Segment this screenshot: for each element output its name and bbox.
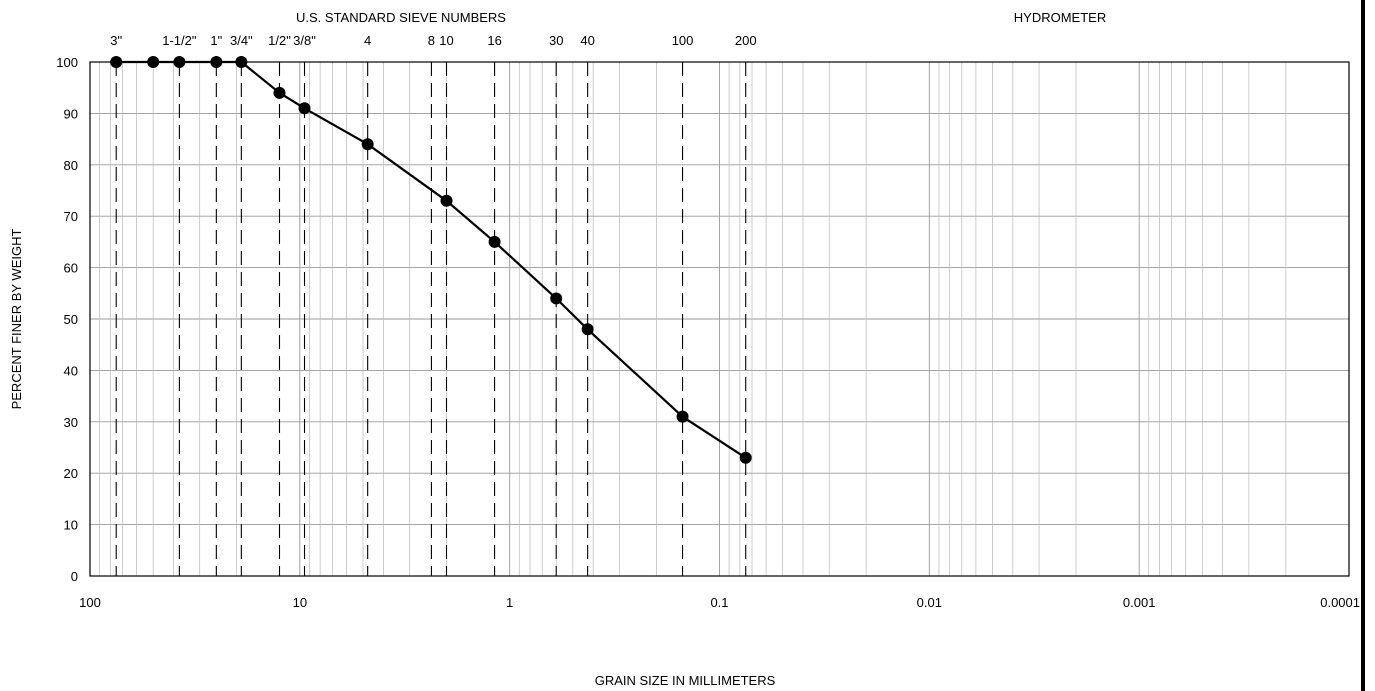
sieve-label: 10 (439, 33, 453, 48)
data-point (147, 56, 160, 68)
sieve-label: 4 (364, 33, 371, 48)
x-tick-labels: 100 10 1 0.1 0.01 0.001 0.0001 (79, 595, 1360, 610)
data-point (273, 86, 286, 99)
y-tick-label: 60 (64, 261, 78, 276)
y-tick-label: 80 (64, 158, 78, 173)
data-point (676, 410, 689, 423)
plot-frame (89, 61, 1350, 577)
data-point (739, 451, 752, 464)
x-tick-label: 0.1 (710, 595, 728, 610)
x-tick-label: 100 (79, 595, 101, 610)
data-point (440, 194, 453, 207)
x-tick-label: 1 (506, 595, 513, 610)
y-tick-label: 100 (56, 55, 78, 70)
gradation-curve (116, 60, 747, 459)
x-tick-label: 0.01 (917, 595, 942, 610)
sieve-label: 30 (549, 33, 563, 48)
y-tick-label: 10 (64, 518, 78, 533)
sieve-label: 200 (735, 33, 757, 48)
sieve-label: 3" (110, 33, 122, 48)
sieve-label: 1-1/2" (162, 33, 197, 48)
sieve-labels: 3" 1-1/2" 1" 3/4" 1/2" 3/8" 4 8 10 16 30 40 100 200 (110, 33, 756, 48)
sieve-label: 3/8" (293, 33, 316, 48)
grid (90, 61, 1350, 577)
sieve-label: 100 (672, 33, 694, 48)
data-point (581, 323, 594, 336)
sieve-label: 8 (428, 33, 435, 48)
x-axis-label: GRAIN SIZE IN MILLIMETERS (595, 673, 776, 688)
sieve-label: 1/2" (268, 33, 291, 48)
top-axis-title: U.S. STANDARD SIEVE NUMBERS (296, 10, 506, 25)
y-tick-labels: 0 10 20 30 40 50 60 70 80 90 100 (56, 55, 78, 584)
y-tick-label: 0 (71, 569, 78, 584)
y-tick-label: 70 (64, 209, 78, 224)
sieve-label: 16 (487, 33, 501, 48)
y-axis-label: PERCENT FINER BY WEIGHT (9, 229, 24, 410)
sieve-label: 40 (580, 33, 594, 48)
sieve-label: 1" (210, 33, 222, 48)
sieve-label: 3/4" (230, 33, 253, 48)
data-point (550, 292, 563, 305)
x-tick-label: 10 (293, 595, 307, 610)
x-tick-label: 0.001 (1123, 595, 1156, 610)
right-border-bar (1361, 0, 1365, 691)
data-point (298, 102, 311, 115)
data-point (210, 56, 223, 68)
data-point (110, 56, 123, 68)
data-point (235, 56, 248, 68)
data-point (488, 235, 501, 248)
y-tick-label: 50 (64, 312, 78, 327)
data-points (110, 56, 752, 464)
data-point (173, 56, 186, 68)
y-tick-label: 30 (64, 415, 78, 430)
gradation-line (116, 60, 747, 459)
y-tick-label: 90 (64, 106, 78, 121)
y-tick-label: 40 (64, 363, 78, 378)
x-tick-label: 0.0001 (1320, 595, 1360, 610)
data-point (361, 138, 374, 151)
y-tick-label: 20 (64, 466, 78, 481)
hydrometer-label: HYDROMETER (1014, 10, 1106, 25)
